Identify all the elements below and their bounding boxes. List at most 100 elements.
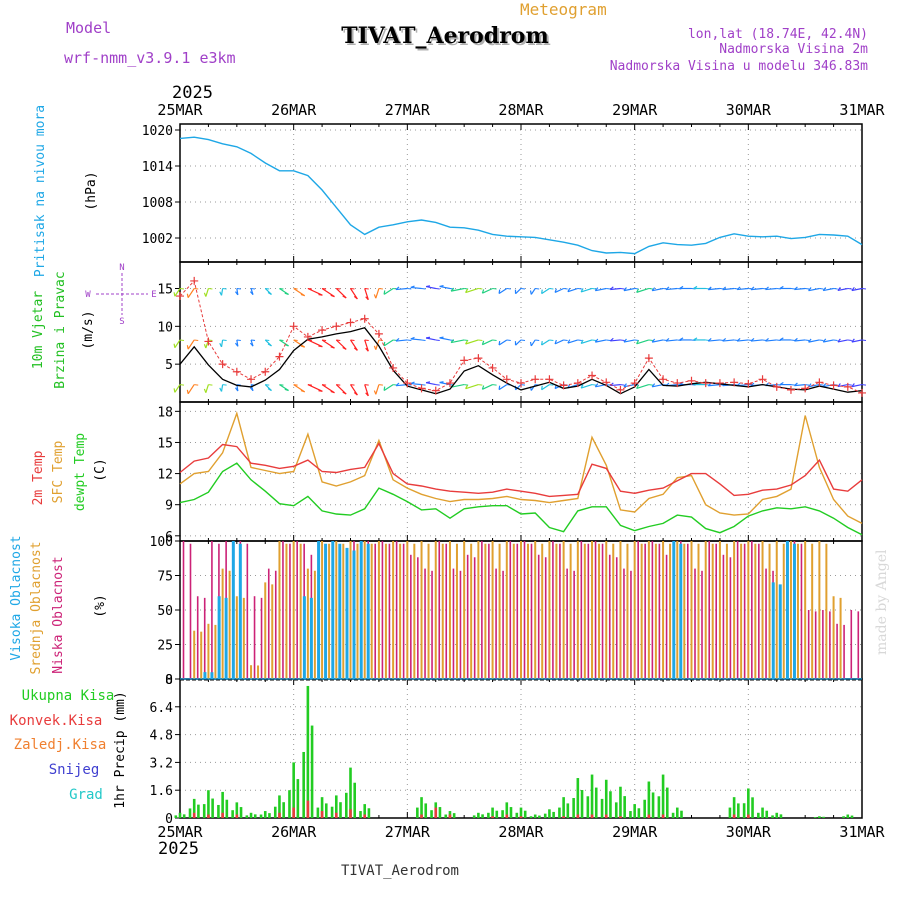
wind-arrow bbox=[175, 340, 180, 348]
wind-unit: (m/s) bbox=[81, 310, 96, 349]
wind-arrow-head bbox=[204, 344, 205, 348]
wind-arrow-tick bbox=[251, 288, 255, 289]
wind-gust-marker bbox=[347, 319, 355, 327]
precip-total-bar bbox=[662, 775, 665, 818]
precip-conv-bar bbox=[747, 815, 750, 818]
precip-total-bar bbox=[481, 814, 484, 818]
wind-arrow-head bbox=[331, 391, 335, 392]
wind-compass: N S W E bbox=[85, 263, 156, 327]
y-tick-label: 1020 bbox=[142, 124, 173, 139]
wind-arrow-tick bbox=[564, 288, 568, 289]
wind-arrow-head bbox=[174, 292, 175, 296]
precip-total-bar bbox=[274, 807, 277, 818]
wind-ylabel-sub: Brzina i Pravac bbox=[53, 271, 68, 388]
wind-gust-marker bbox=[460, 356, 468, 364]
precip-total-bar bbox=[676, 808, 679, 818]
temp-ylabels: 2m Temp SFC Temp dewpt Temp (C) bbox=[31, 433, 108, 511]
wind-arrow-head bbox=[374, 391, 375, 395]
wind-arrow bbox=[542, 288, 550, 293]
precip-conv-bar bbox=[420, 815, 423, 818]
wind-arrow-tick bbox=[294, 340, 298, 341]
precip-total-bar bbox=[591, 775, 594, 818]
precip-total-bar bbox=[581, 790, 584, 818]
precip-total-bar bbox=[473, 815, 476, 818]
wind-arrow-tick bbox=[294, 288, 298, 289]
wind-gust-marker bbox=[304, 333, 312, 341]
wind-gust-marker bbox=[247, 375, 255, 383]
wind-ylabel: 10m Vjetar bbox=[31, 291, 46, 369]
wind-arrow-head bbox=[187, 390, 188, 394]
precip-total-bar bbox=[623, 796, 626, 818]
date-label-bottom: 26MAR bbox=[271, 823, 317, 841]
wind-arrow bbox=[411, 339, 422, 340]
precip-conv-bar bbox=[505, 815, 508, 818]
wind-arrow-head bbox=[187, 294, 188, 298]
wind-arrow-tick bbox=[521, 340, 525, 341]
wind-arrow-tick bbox=[265, 288, 269, 289]
wind-arrow-tick bbox=[578, 288, 582, 289]
precip-total-bar bbox=[501, 810, 504, 818]
cloud-ylabels: Visoka Oblacnost Srednja Oblacnost Niska… bbox=[9, 535, 108, 674]
date-label-top: 31MAR bbox=[839, 101, 885, 119]
precip-conv-bar bbox=[591, 815, 594, 818]
wind-arrow bbox=[482, 288, 492, 293]
wind-arrow-tick bbox=[194, 340, 198, 341]
wind-gust-marker bbox=[290, 322, 298, 330]
wind-arrow-tick bbox=[379, 385, 383, 386]
precip-total-bar bbox=[325, 803, 328, 818]
date-label-top: 29MAR bbox=[612, 101, 658, 119]
precip-total-bar bbox=[619, 787, 622, 818]
precip-total-bar bbox=[672, 813, 675, 818]
wind-arrow bbox=[531, 340, 535, 346]
wind-arrow bbox=[499, 288, 507, 293]
wind-gust-marker bbox=[474, 354, 482, 362]
precip-conv-bar bbox=[236, 815, 239, 818]
precip-conv-bar bbox=[520, 816, 523, 818]
wind-arrow bbox=[376, 288, 379, 298]
wind-arrow-head bbox=[531, 342, 532, 346]
precip-total-bar bbox=[530, 816, 533, 818]
wind-arrow-head bbox=[384, 342, 385, 346]
y-tick-label: 4.8 bbox=[150, 729, 173, 744]
wind-arrow-tick bbox=[493, 340, 497, 341]
date-label-bottom: 31MAR bbox=[839, 823, 885, 841]
precip-total-bar bbox=[211, 799, 214, 818]
wind-arrow-tick bbox=[649, 340, 653, 341]
wind-gust-marker bbox=[759, 375, 767, 383]
wind-arrow bbox=[384, 288, 393, 294]
precip-total-bar bbox=[814, 817, 817, 818]
wind-arrow-tick bbox=[606, 288, 610, 289]
wind-arrow-tick bbox=[564, 340, 568, 341]
wind-arrow-tick bbox=[620, 340, 624, 341]
wind-arrow-tick bbox=[407, 288, 411, 289]
cloud-low-ylabel: Niska Oblacnost bbox=[51, 556, 66, 673]
wind-arrow-tick bbox=[351, 288, 355, 289]
wind-arrow-tick bbox=[322, 340, 326, 341]
y-tick-label: 1008 bbox=[142, 196, 173, 211]
wind-arrow-head bbox=[204, 293, 205, 297]
year-top: 2025 bbox=[172, 83, 213, 103]
wind-gust-marker bbox=[275, 353, 283, 361]
wind-arrow-tick bbox=[464, 288, 468, 289]
precip-total-bar bbox=[615, 802, 618, 818]
precip-total-bar bbox=[197, 805, 200, 818]
precip-total-bar bbox=[487, 813, 490, 818]
wind-arrow-head bbox=[542, 341, 543, 345]
precip-total-bar bbox=[282, 802, 285, 818]
wind-arrow-head bbox=[220, 388, 222, 392]
compass-west: W bbox=[85, 290, 91, 300]
wind-arrow-tick bbox=[308, 288, 312, 289]
wind-arrow-tick bbox=[549, 340, 553, 341]
precip-snow-label: Snijeg bbox=[49, 762, 100, 778]
wind-arrow bbox=[531, 288, 535, 294]
y-tick-label: 15 bbox=[157, 436, 173, 451]
precip-total-bar bbox=[729, 808, 732, 818]
wind-arrow-tick bbox=[521, 288, 525, 289]
precip-total-bar bbox=[175, 815, 178, 818]
wind-arrow-tick bbox=[322, 385, 326, 386]
precip-total-bar bbox=[842, 816, 845, 818]
precip-total-bar bbox=[567, 803, 570, 818]
precip-total-bar bbox=[207, 790, 210, 818]
wind-arrow-tick bbox=[322, 288, 326, 289]
wind-arrow-tick bbox=[805, 340, 809, 341]
